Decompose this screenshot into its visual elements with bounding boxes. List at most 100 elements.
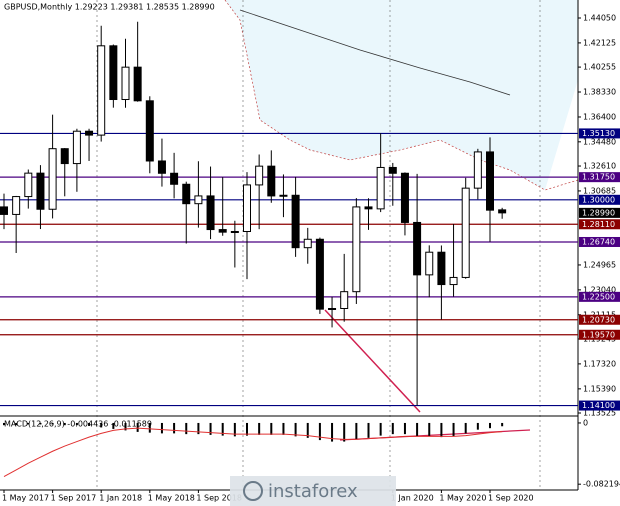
decor — [0, 0, 579, 491]
y-tick-label: 1.15390 — [583, 384, 616, 393]
macd-bar — [355, 422, 358, 440]
candle-body — [0, 206, 8, 215]
macd-bar — [416, 422, 419, 437]
candle-body — [194, 195, 203, 205]
macd-bar — [15, 422, 18, 426]
candle-body — [352, 206, 361, 293]
macd-bar — [391, 422, 394, 435]
candle-body — [97, 45, 106, 136]
candle-body — [400, 172, 409, 223]
current-price-box — [579, 207, 620, 218]
y-tick-label: 1.13525 — [583, 408, 616, 417]
candle-body — [425, 251, 434, 276]
macd-bar — [75, 422, 78, 426]
macd-bar — [282, 422, 285, 435]
candle-body — [182, 183, 191, 205]
macd-bar — [124, 422, 127, 431]
macd-bar — [160, 422, 163, 434]
candle-body — [461, 187, 470, 278]
level-label: 1.26740 — [582, 237, 615, 246]
level-label-box — [579, 236, 620, 247]
level-label-box — [579, 194, 620, 205]
macd-bar — [63, 422, 66, 426]
x-tick-label: 1 Sep 2018 — [196, 494, 242, 503]
macd-bar — [476, 422, 479, 430]
level-label: 1.22500 — [582, 292, 615, 301]
macd-bar — [306, 422, 309, 438]
y-tick-label: 1.42125 — [583, 38, 616, 47]
x-tick-label: 1 Jan 2018 — [99, 494, 142, 503]
macd-bar — [185, 422, 188, 435]
candle-body — [243, 184, 251, 233]
candle-body — [498, 209, 507, 214]
macd-bar — [294, 422, 297, 437]
candle-body — [109, 45, 118, 101]
level-label-box — [579, 329, 620, 340]
y-tick-label: 1.23040 — [583, 285, 616, 294]
macd-bar — [379, 422, 382, 436]
candle-body — [315, 238, 324, 310]
y-tick-label: 1.30685 — [583, 186, 616, 195]
macd-tick-label: -0.082194 — [583, 480, 620, 489]
watermark-logo — [243, 481, 263, 501]
level-label-box — [579, 291, 620, 302]
macd-bar — [331, 422, 334, 442]
macd-bar — [197, 422, 200, 435]
macd-bar — [3, 422, 5, 426]
macd-bar — [233, 422, 236, 437]
macd-bar — [367, 422, 370, 438]
y-tick-label: 1.38330 — [583, 88, 616, 97]
candle-body — [121, 66, 130, 101]
macd-bar — [209, 422, 212, 435]
macd-bar — [112, 422, 115, 429]
level-label-box — [579, 172, 620, 183]
level-label-box — [579, 219, 620, 230]
level-label-box — [579, 314, 620, 325]
y-tick-label: 1.44050 — [583, 13, 616, 22]
candle-body — [449, 276, 458, 286]
candle-body — [303, 238, 312, 249]
y-tick-label: 1.40255 — [583, 63, 616, 72]
level-label: 1.20730 — [582, 315, 615, 324]
level-label-box — [579, 400, 620, 411]
candle-body — [486, 151, 494, 211]
x-tick-label: 1 May 2018 — [148, 494, 195, 503]
candle-body — [145, 100, 154, 162]
candle-body — [36, 172, 45, 210]
candle-body — [157, 160, 166, 174]
candle-body — [12, 196, 21, 215]
watermark-bg — [230, 476, 396, 506]
candle-body — [437, 251, 446, 286]
trend-line — [324, 309, 421, 413]
macd-bar — [440, 422, 443, 438]
macd-signal — [3, 427, 503, 478]
level-label: 1.19570 — [582, 330, 615, 339]
level-label: 1.31750 — [582, 173, 615, 182]
candle-body — [85, 130, 94, 136]
candle-body — [255, 165, 264, 186]
candle-body — [170, 172, 179, 185]
ichimoku-cloud — [225, 0, 578, 190]
macd-bar — [501, 422, 504, 427]
macd-bar — [318, 422, 321, 441]
candle-body — [48, 148, 57, 210]
macd-bar — [148, 422, 151, 433]
macd-bar — [464, 422, 467, 434]
macd-bar — [452, 422, 455, 437]
macd-label: MACD(12,26,9) -0.004436 -0.011589 — [4, 420, 152, 429]
macd-bar — [221, 422, 224, 436]
x-tick-label: 1 Sep 2020 — [488, 494, 534, 503]
level-label: 1.30000 — [582, 195, 615, 204]
macd-bar — [428, 422, 431, 437]
level-label: 1.28110 — [582, 220, 615, 229]
moving-average — [239, 9, 511, 96]
y-tick-label: 1.17320 — [583, 359, 616, 368]
candle-body — [364, 206, 373, 210]
x-tick-label: 1 Sep 2017 — [51, 494, 97, 503]
candle-body — [279, 194, 288, 197]
macd-bar — [258, 422, 261, 435]
macd-bar — [270, 422, 273, 435]
y-tick-label: 1.32610 — [583, 162, 616, 171]
senkou-line — [224, 0, 579, 191]
